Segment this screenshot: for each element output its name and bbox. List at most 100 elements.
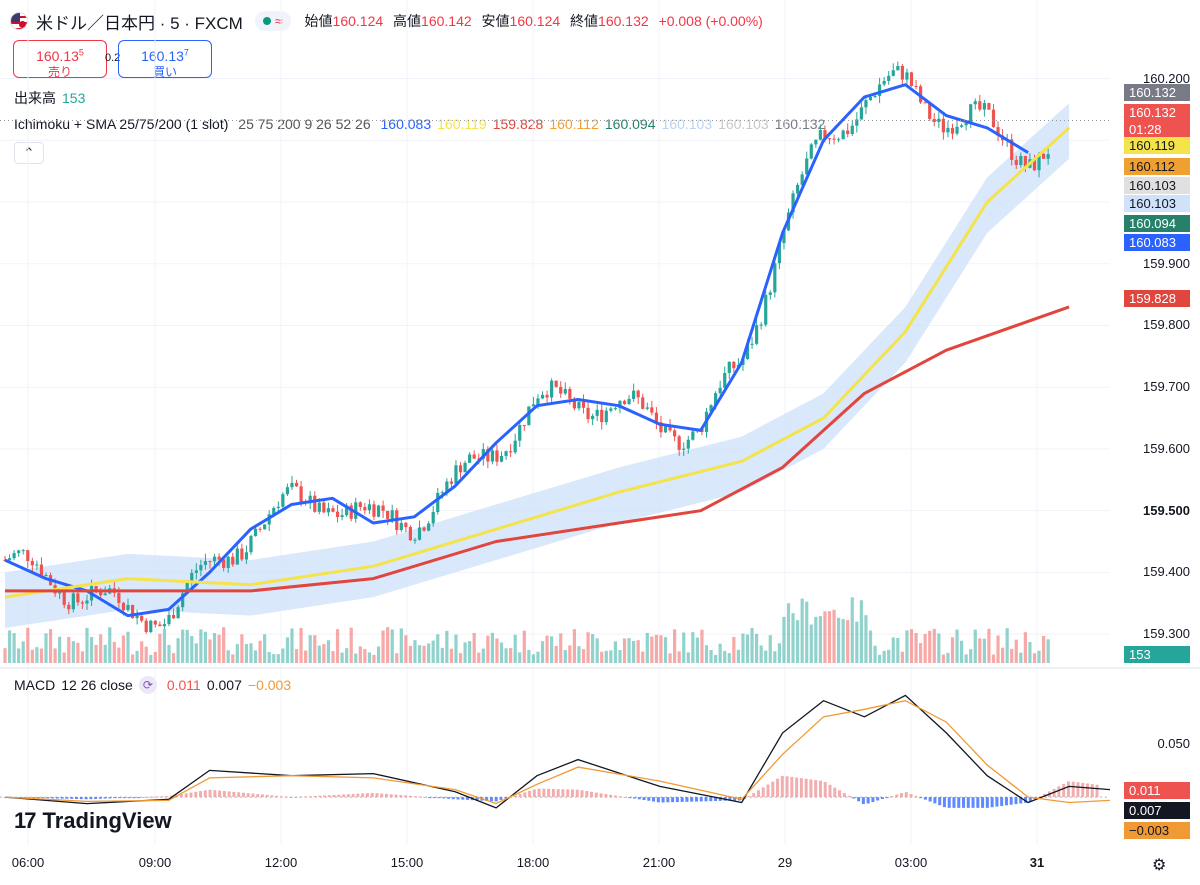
spread-value: 0.2 xyxy=(105,52,121,64)
volume-bar xyxy=(823,611,827,663)
candle-body xyxy=(823,130,827,139)
macd-hist-bar xyxy=(418,796,422,798)
macd-hist-bar xyxy=(947,797,951,808)
tradingview-logo[interactable]: 17 TradingView xyxy=(14,808,172,834)
collapse-legend-button[interactable]: ⌃ xyxy=(14,142,44,164)
volume-bar xyxy=(755,633,759,663)
volume-bar xyxy=(978,638,982,663)
volume-bar xyxy=(700,629,704,663)
macd-hist-bar xyxy=(671,797,675,803)
candle-body xyxy=(868,96,873,101)
macd-hist-bar xyxy=(590,791,594,798)
candle-body xyxy=(919,86,923,103)
macd-hist-bar xyxy=(1014,797,1018,805)
volume-bar xyxy=(108,627,112,663)
volume-bar xyxy=(859,600,863,663)
y-tick-label: 160.200 xyxy=(1143,70,1190,86)
macd-hist-bar xyxy=(680,797,684,802)
macd-hist-bar xyxy=(628,797,632,799)
tv-logo-text: TradingView xyxy=(42,808,172,833)
macd-hist-bar xyxy=(1090,784,1094,798)
volume-bar xyxy=(417,645,422,663)
candle-body xyxy=(773,263,777,293)
volume-bar xyxy=(732,637,736,663)
price-tag: 160.132 01:28 xyxy=(1124,104,1190,138)
volume-bar xyxy=(44,633,48,663)
volume-bar xyxy=(536,651,540,663)
candle-body xyxy=(650,407,654,413)
macd-signal-value: −0.003 xyxy=(247,677,292,693)
volume-bar xyxy=(212,633,217,663)
macd-hist-bar xyxy=(861,797,865,805)
y-tick-label: 159.800 xyxy=(1143,317,1190,333)
sma-line-1 xyxy=(4,126,1071,599)
sma-line-0 xyxy=(4,83,1029,618)
macd-hist-bar xyxy=(699,797,703,802)
candle-body xyxy=(226,556,230,568)
market-status-pill[interactable]: ≈ xyxy=(254,11,291,31)
candle-body xyxy=(531,404,536,407)
indicator-legend[interactable]: Ichimoku + SMA 25/75/200 (1 slot) 25 75 … xyxy=(14,116,837,132)
macd-hist-bar xyxy=(437,797,441,799)
macd-hist-bar xyxy=(1057,786,1061,798)
volume-bar xyxy=(158,633,162,663)
candle-body xyxy=(499,455,504,462)
candle-body xyxy=(577,401,581,409)
symbol-title[interactable]: 米ドル／日本円 · 5 · FXCM xyxy=(36,13,243,33)
macd-hist-bar xyxy=(547,788,551,798)
macd-hist-bar xyxy=(718,797,722,801)
macd-hist-bar xyxy=(327,795,331,798)
ohlc-values: 始値160.124 高値160.142 安値160.124 終値160.132 … xyxy=(299,11,763,31)
candle-body xyxy=(677,436,681,450)
candle-body xyxy=(536,398,540,405)
volume-legend[interactable]: 出来高 153 xyxy=(14,88,85,108)
refresh-icon[interactable]: ⟳ xyxy=(138,676,157,694)
volume-bar xyxy=(495,638,499,663)
indicator-value-3: 160.112 xyxy=(549,116,599,132)
macd-hist-bar xyxy=(284,796,288,798)
volume-bar xyxy=(622,638,627,663)
macd-hist-bar xyxy=(704,797,708,802)
volume-bar xyxy=(618,650,622,663)
volume-bar xyxy=(577,646,581,663)
candle-body xyxy=(509,451,513,453)
volume-bar xyxy=(959,640,964,663)
candle-body xyxy=(527,406,531,426)
candle-body xyxy=(609,408,613,411)
volume-bar xyxy=(263,634,267,663)
macd-hist-bar xyxy=(432,797,436,799)
candle-body xyxy=(896,65,900,71)
candle-body xyxy=(996,127,1000,136)
candle-body xyxy=(427,523,431,531)
macd-legend[interactable]: MACD 12 26 close ⟳ 0.011 0.007 −0.003 xyxy=(14,676,297,694)
volume-bar xyxy=(48,629,53,663)
macd-hist-bar xyxy=(356,793,360,798)
x-tick-label: 12:00 xyxy=(264,855,298,870)
volume-bar xyxy=(126,631,130,663)
candle-body xyxy=(618,400,622,409)
buy-button[interactable]: 160.137 買い xyxy=(118,40,212,79)
macd-hist-bar xyxy=(876,797,880,801)
macd-hist-bar xyxy=(780,775,784,798)
volume-bar xyxy=(349,627,353,663)
volume-bar xyxy=(987,628,991,663)
sell-button[interactable]: 160.135 売り xyxy=(13,40,107,79)
candle-body xyxy=(686,439,690,449)
volume-bar xyxy=(281,648,285,663)
candle-body xyxy=(659,422,663,433)
volume-bar xyxy=(928,630,932,663)
settings-gear-icon[interactable]: ⚙ xyxy=(1152,857,1167,874)
macd-hist-bar xyxy=(427,797,431,799)
volume-bar xyxy=(463,642,467,663)
volume-bar xyxy=(249,643,253,663)
macd-hist-bar xyxy=(423,796,427,798)
macd-hist-bar xyxy=(65,797,69,799)
candle-body xyxy=(358,502,362,508)
candle-body xyxy=(190,572,194,584)
macd-hist-bar xyxy=(1009,797,1013,805)
macd-hist-bar xyxy=(94,797,98,799)
macd-hist-bar xyxy=(938,797,942,806)
sell-price: 160.135 xyxy=(36,47,84,64)
volume-bar xyxy=(317,645,321,663)
